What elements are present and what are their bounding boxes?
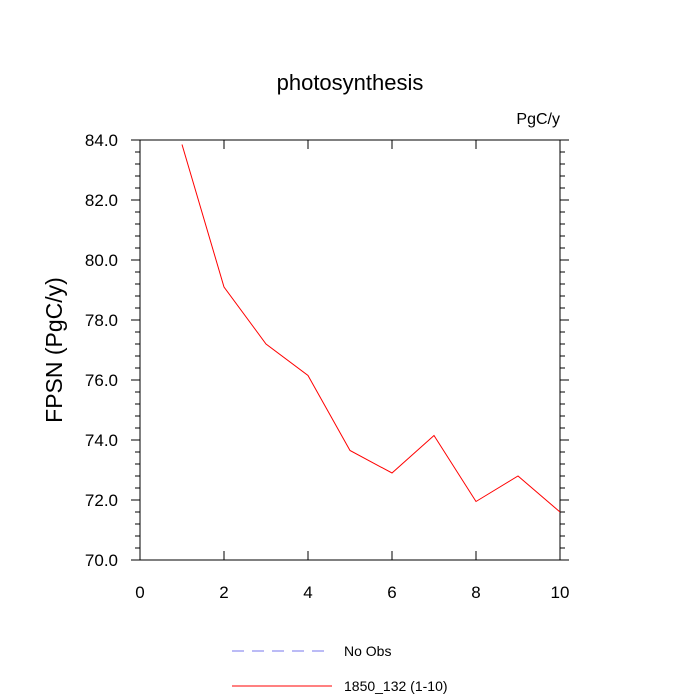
data-series	[181, 144, 561, 513]
legend: No Obs 1850_132 (1-10)	[232, 643, 448, 694]
y-tick-label: 82.0	[85, 191, 118, 210]
plot-frame	[139, 139, 561, 561]
y-tick-label: 70.0	[85, 551, 118, 570]
y-tick-label: 78.0	[85, 311, 118, 330]
y-axis-label: FPSN (PgC/y)	[41, 277, 67, 423]
y-tick-label: 80.0	[85, 251, 118, 270]
x-tick-label: 2	[219, 583, 228, 602]
x-tick-label: 8	[471, 583, 480, 602]
y-tick-label: 76.0	[85, 371, 118, 390]
x-tick-label: 10	[551, 583, 570, 602]
y-tick-label: 74.0	[85, 431, 118, 450]
x-tick-label: 0	[135, 583, 144, 602]
series-line	[181, 144, 561, 513]
y-tick-label: 84.0	[85, 131, 118, 150]
tick-labels: 0 2 4 6 8 10 70.0 72.0 74.0 76.0 78.0 80.0 82.0 84.0	[85, 131, 570, 602]
legend-label: No Obs	[344, 643, 391, 659]
chart-title: photosynthesis	[277, 70, 424, 95]
units-label: PgC/y	[516, 111, 560, 128]
x-tick-label: 4	[303, 583, 312, 602]
x-tick-label: 6	[387, 583, 396, 602]
y-tick-label: 72.0	[85, 491, 118, 510]
axis-ticks	[131, 139, 569, 561]
legend-label: 1850_132 (1-10)	[344, 678, 448, 694]
